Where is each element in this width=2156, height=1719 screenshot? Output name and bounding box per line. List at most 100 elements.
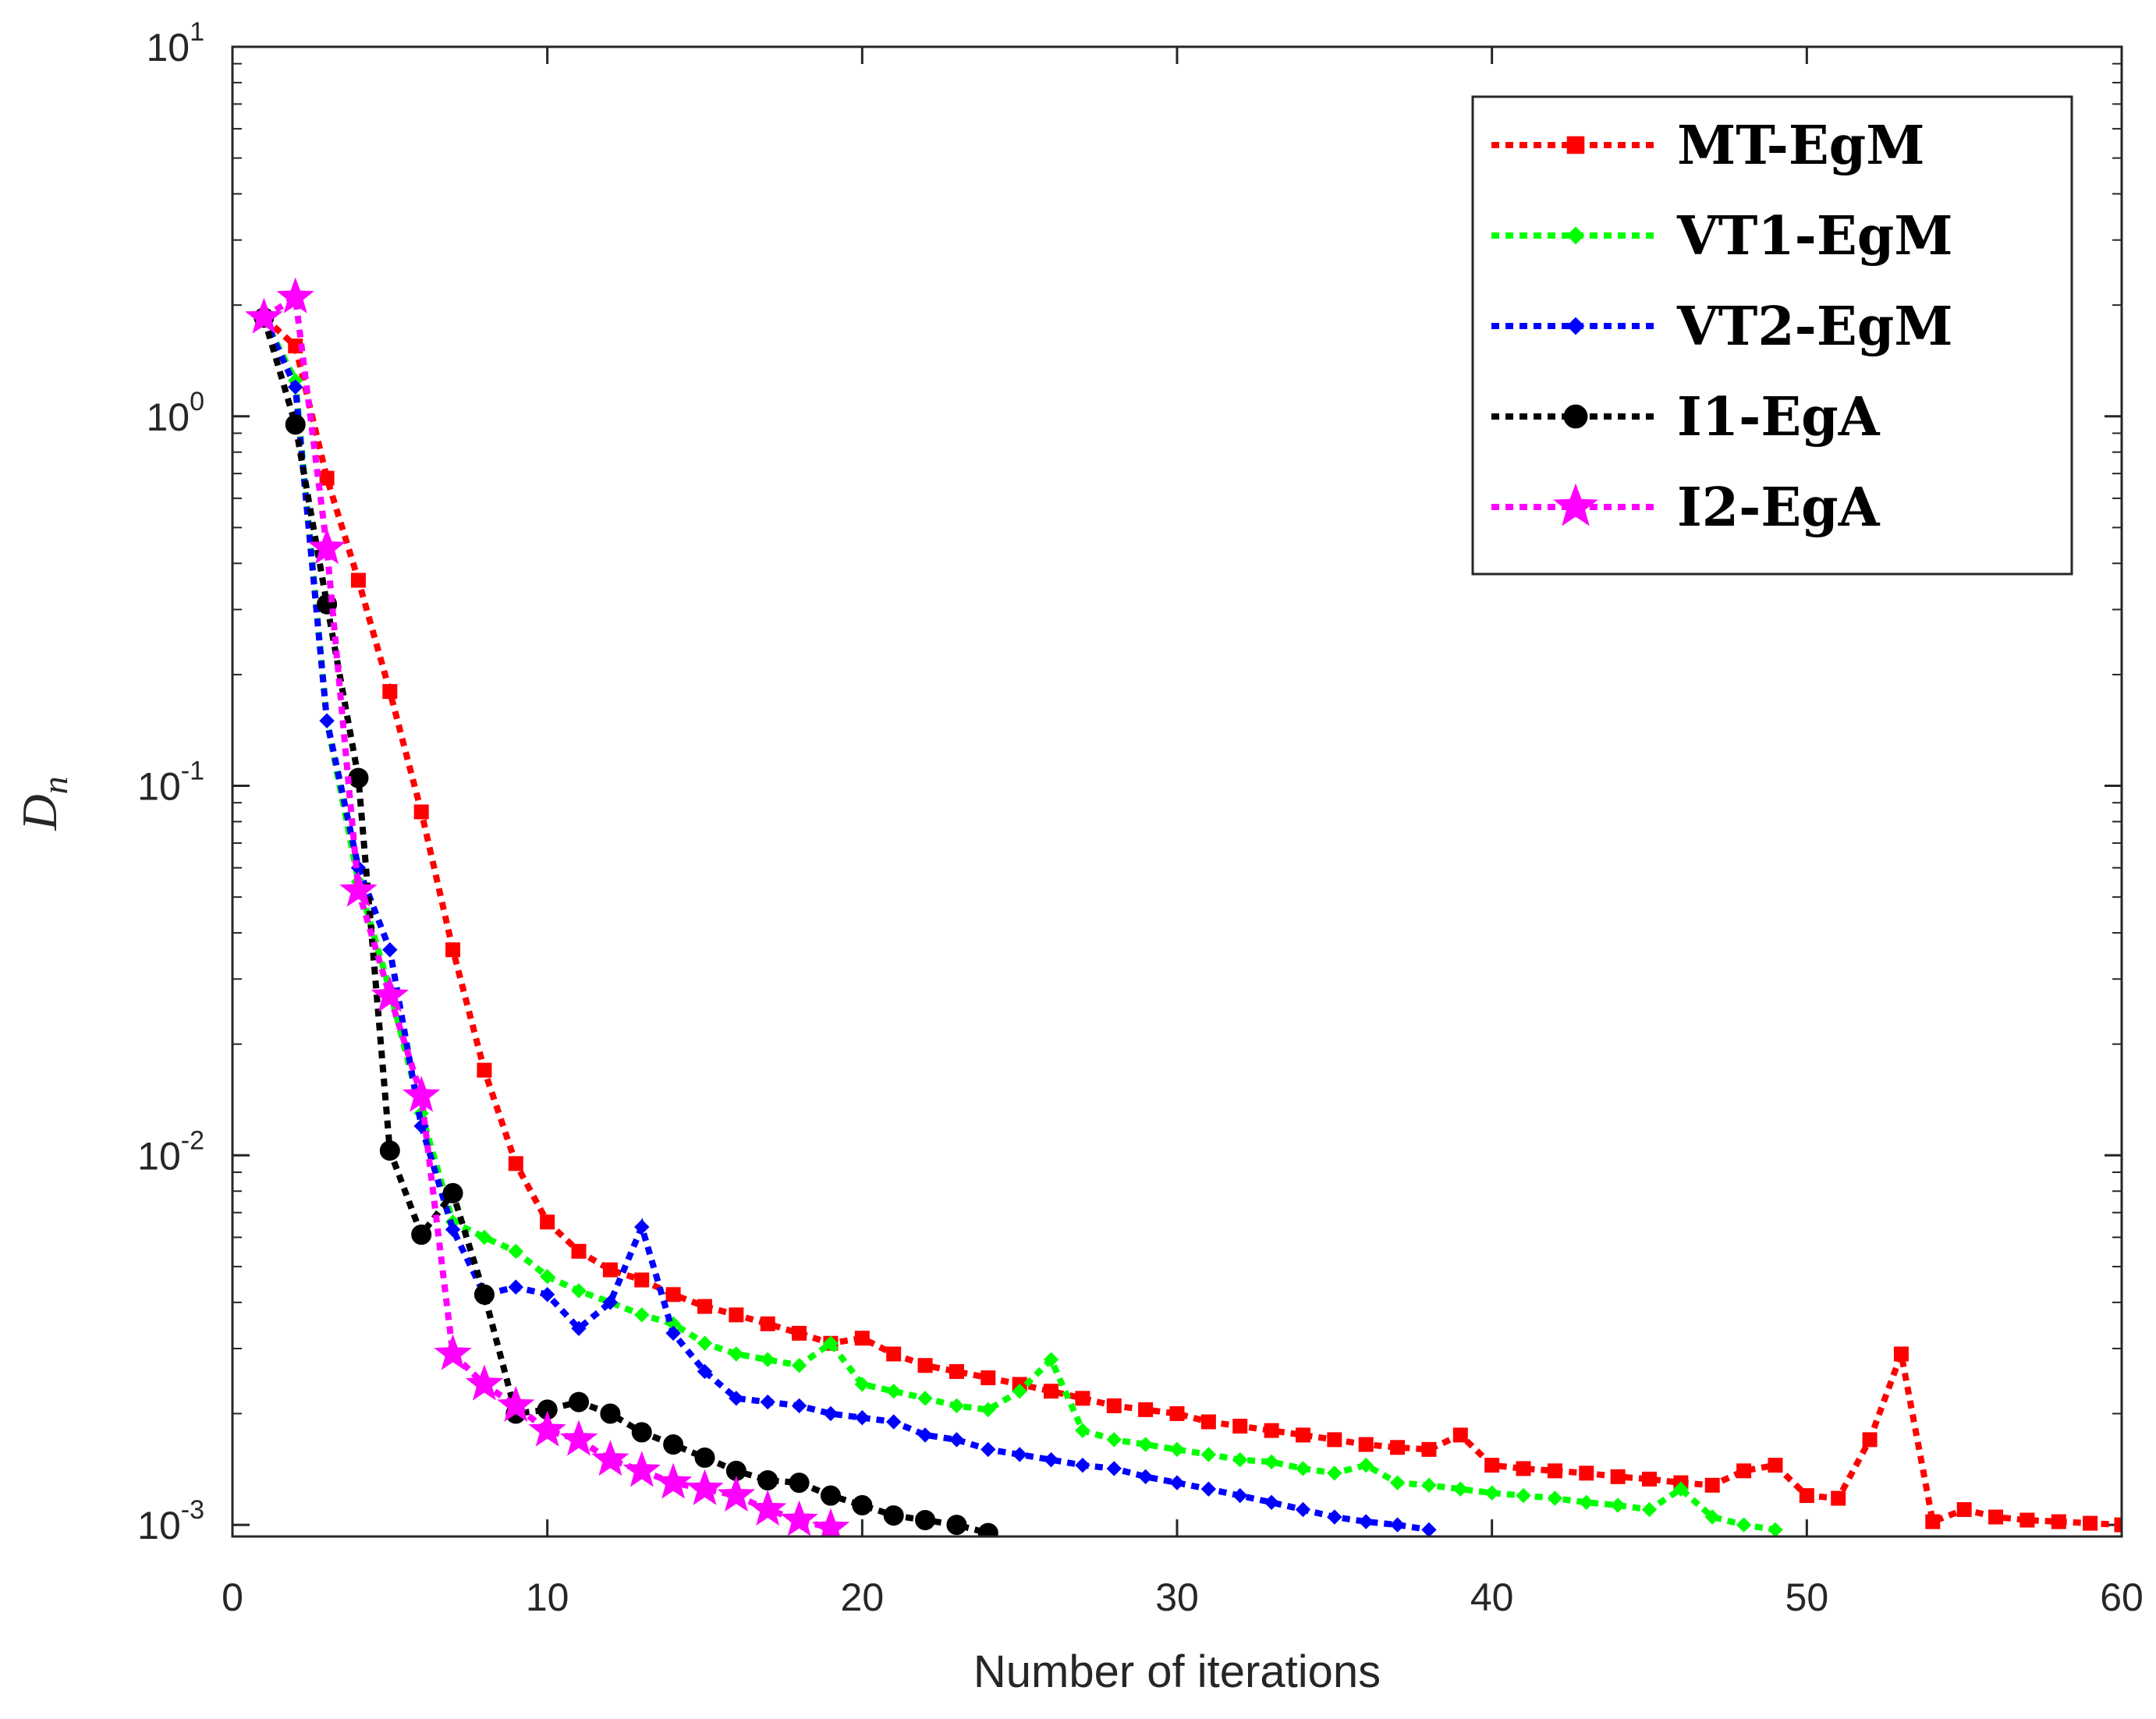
- data-point: [729, 1307, 744, 1323]
- legend-entry-vt1-egm: VT1-EgM: [1491, 205, 1953, 268]
- data-point: [473, 1284, 495, 1305]
- data-point: [1012, 1383, 1027, 1399]
- data-point: [285, 414, 306, 435]
- data-point: [442, 1182, 463, 1203]
- y-tick-label-exponent: -3: [181, 1495, 204, 1525]
- data-point: [697, 1335, 713, 1351]
- y-tick-label-exponent: 0: [190, 387, 204, 416]
- data-point: [1358, 1457, 1374, 1473]
- data-point: [729, 1346, 744, 1362]
- data-point: [1075, 1457, 1090, 1473]
- data-point: [686, 1469, 724, 1505]
- data-point: [348, 767, 369, 789]
- legend-entry-mt-egm: MT-EgM: [1491, 115, 1925, 177]
- data-point: [600, 1403, 621, 1424]
- data-point: [760, 1316, 775, 1331]
- data-point: [1264, 1423, 1279, 1438]
- data-point: [1232, 1418, 1248, 1434]
- data-point: [1673, 1481, 1689, 1497]
- data-point: [477, 1229, 492, 1246]
- y-axis-title: Dn: [12, 776, 75, 831]
- data-point: [717, 1476, 756, 1512]
- data-point: [823, 1335, 839, 1351]
- data-point: [1232, 1487, 1248, 1504]
- data-point: [1484, 1458, 1500, 1473]
- data-point: [1169, 1405, 1185, 1421]
- data-point: [757, 1469, 778, 1490]
- data-point: [1137, 1469, 1154, 1485]
- data-point: [1736, 1517, 1752, 1533]
- data-point: [402, 1076, 441, 1112]
- data-point: [307, 528, 346, 565]
- data-point: [411, 1225, 432, 1246]
- data-point: [1988, 1509, 2004, 1525]
- data-point: [2114, 1517, 2122, 1533]
- axes-ticks: [231, 45, 2123, 1536]
- data-point: [917, 1391, 933, 1406]
- y-tick-label: 10-3: [137, 1495, 204, 1547]
- data-point: [339, 870, 378, 907]
- data-point: [980, 1370, 996, 1386]
- data-point: [477, 1062, 492, 1078]
- data-point: [1169, 1441, 1185, 1458]
- data-point: [663, 1434, 684, 1455]
- data-point: [571, 1320, 587, 1336]
- data-point: [1327, 1466, 1342, 1481]
- data-point: [445, 942, 461, 958]
- y-tick-label-exponent: 1: [190, 17, 204, 47]
- series-mt-egm: [256, 310, 2122, 1533]
- y-tick-label: 10-2: [137, 1125, 204, 1178]
- data-point: [288, 379, 303, 395]
- data-point: [1137, 1437, 1154, 1452]
- y-axis-title-subscript: n: [35, 776, 75, 794]
- data-point: [1390, 1440, 1406, 1455]
- x-tick-label: 20: [841, 1575, 885, 1619]
- data-point: [371, 976, 410, 1012]
- data-point: [350, 572, 366, 588]
- data-point: [1043, 1451, 1059, 1468]
- data-point: [539, 1287, 555, 1303]
- data-point: [276, 277, 314, 314]
- data-point: [382, 942, 398, 958]
- data-point: [508, 1243, 524, 1260]
- data-point: [854, 1409, 871, 1426]
- data-point: [694, 1447, 715, 1468]
- y-tick-label: 10-1: [137, 757, 204, 809]
- data-point: [1295, 1461, 1311, 1476]
- data-point: [1925, 1514, 1941, 1529]
- data-point: [602, 1262, 618, 1278]
- data-point: [1516, 1461, 1531, 1476]
- data-point: [1547, 1490, 1563, 1506]
- data-point: [634, 1219, 650, 1235]
- data-point: [569, 1391, 590, 1412]
- data-point: [631, 1422, 652, 1443]
- data-point: [1389, 1517, 1406, 1533]
- data-point: [977, 1522, 998, 1536]
- legend-label: VT2-EgM: [1676, 296, 1953, 358]
- data-point: [1295, 1427, 1310, 1443]
- series-vt2-egm: [256, 310, 1437, 1536]
- x-tick-label: 50: [1785, 1575, 1829, 1619]
- series-i2-ega: [245, 277, 850, 1536]
- series-layer: [245, 277, 2122, 1536]
- legend-entry-vt2-egm: VT2-EgM: [1491, 296, 1953, 358]
- data-point: [854, 1331, 870, 1346]
- legend-label: MT-EgM: [1677, 115, 1925, 177]
- data-point: [465, 1364, 504, 1401]
- data-point: [665, 1325, 681, 1342]
- data-point: [602, 1295, 619, 1310]
- data-point: [2019, 1512, 2035, 1528]
- data-point: [1452, 1481, 1469, 1497]
- x-tick-label: 30: [1155, 1575, 1199, 1619]
- data-point: [780, 1500, 818, 1536]
- y-tick-label-base: 10: [137, 1134, 181, 1178]
- data-point: [1232, 1451, 1248, 1468]
- data-point: [571, 1243, 587, 1259]
- data-point: [319, 713, 335, 728]
- data-point: [382, 684, 398, 700]
- data-point: [1138, 1402, 1154, 1417]
- data-point: [1642, 1471, 1657, 1487]
- data-point: [852, 1494, 873, 1515]
- data-point: [1358, 1514, 1374, 1529]
- data-point: [2051, 1514, 2066, 1529]
